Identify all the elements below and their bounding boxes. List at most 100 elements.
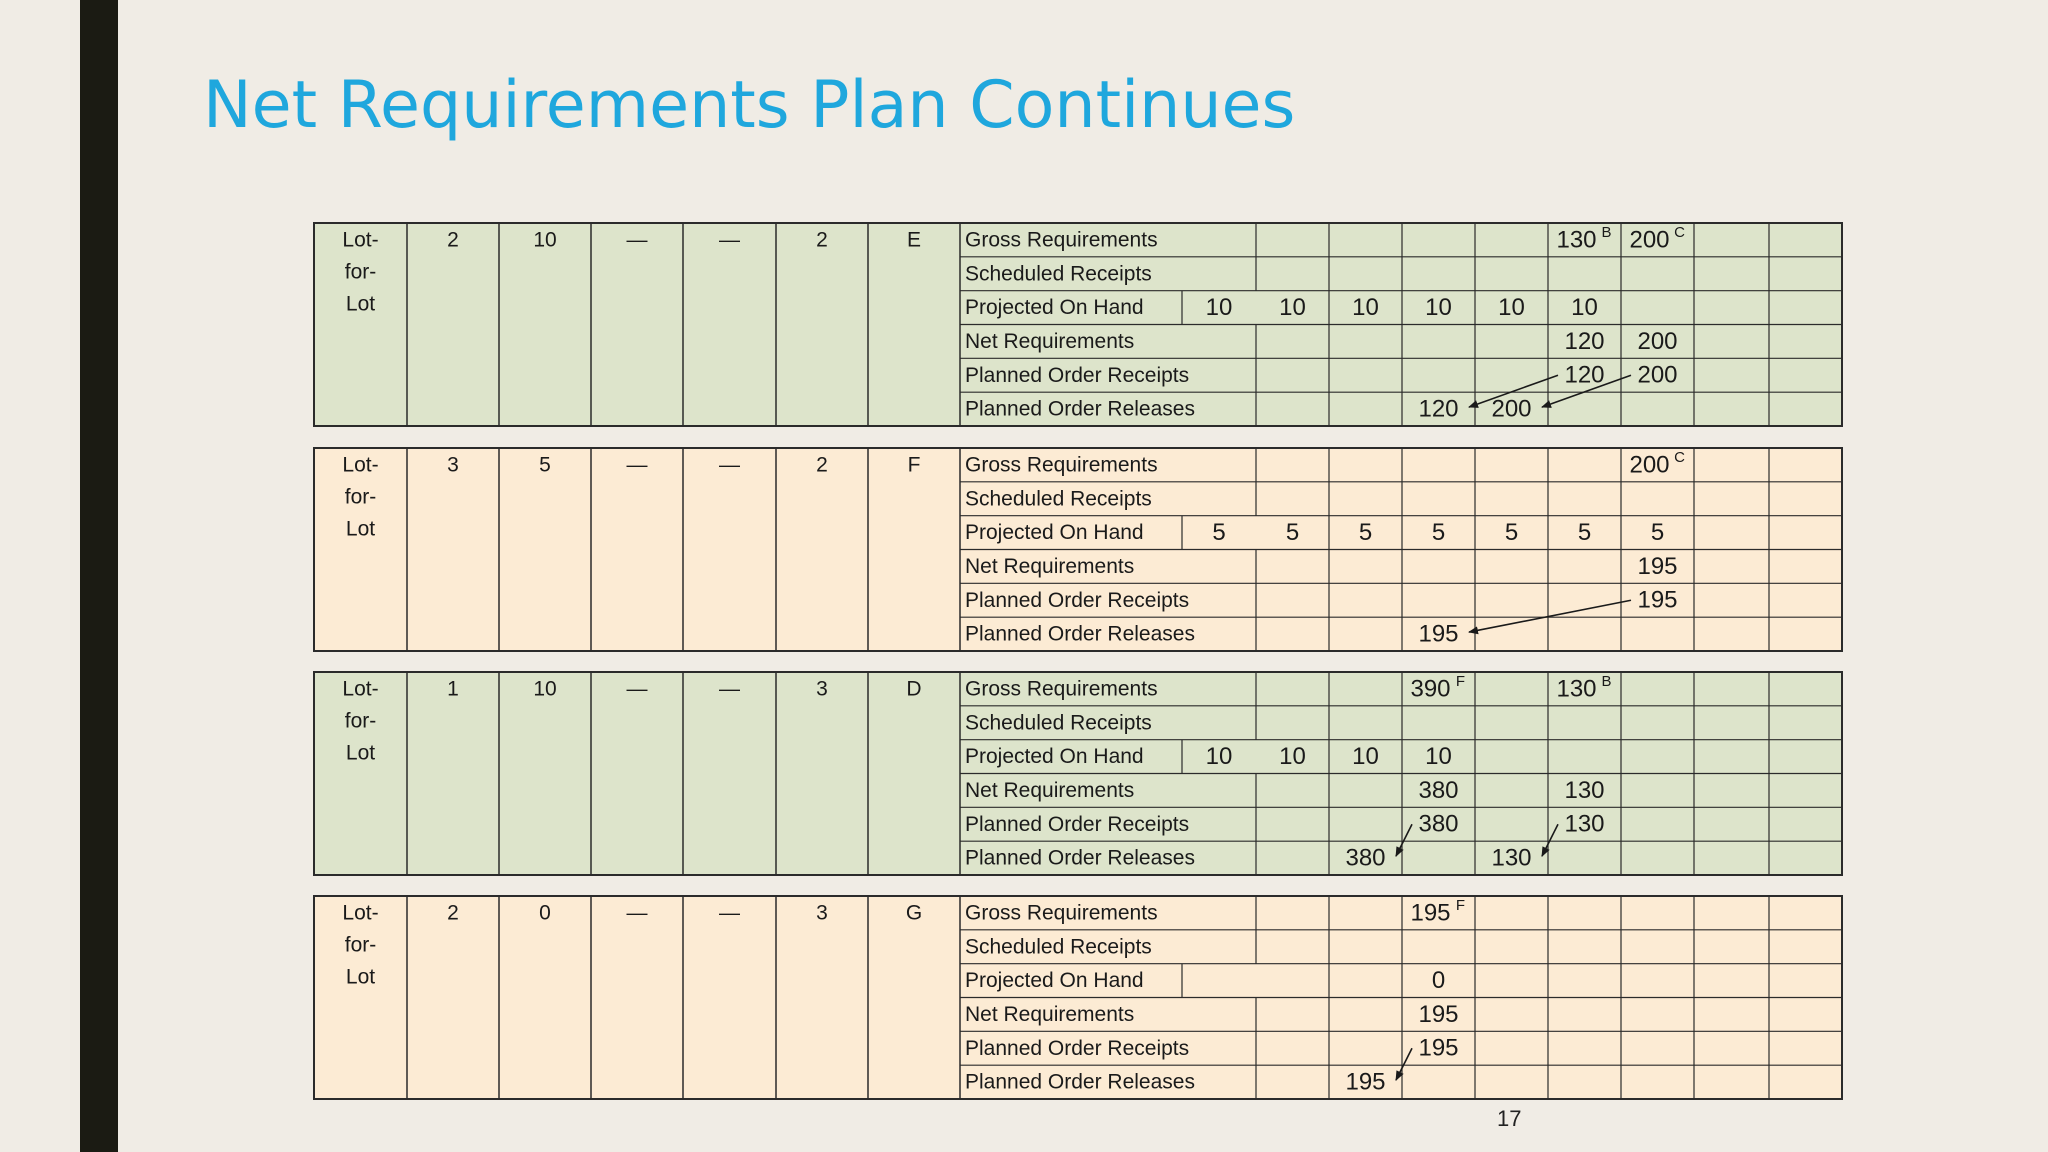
- row-label: Gross Requirements: [965, 901, 1158, 924]
- onhand-value: 10: [1425, 743, 1452, 770]
- lead-time-arrow: [1395, 823, 1413, 857]
- row-label: Scheduled Receipts: [965, 935, 1152, 958]
- lead-time-arrow: [1541, 823, 1559, 857]
- row-label: Planned Order Releases: [965, 398, 1195, 421]
- source-superscript: C: [1674, 224, 1685, 241]
- lot-size-label: Lot-: [342, 454, 378, 477]
- onhand-value: 5: [1359, 519, 1372, 546]
- row-label: Projected On Hand: [965, 521, 1144, 544]
- row-label: Gross Requirements: [965, 228, 1158, 251]
- porl-value: 380: [1345, 844, 1385, 871]
- plan-param-value: —: [627, 678, 648, 701]
- plan-param-value: —: [627, 902, 648, 925]
- row-label: Scheduled Receipts: [965, 487, 1152, 510]
- lot-size-label: for-: [345, 710, 377, 733]
- lot-size-label: Lot: [346, 518, 375, 541]
- lot-size-label: Lot-: [342, 229, 378, 252]
- source-superscript: C: [1674, 449, 1685, 466]
- onhand-value: 10: [1571, 294, 1598, 321]
- plan-param-value: 2: [447, 229, 459, 252]
- plan-param-value: —: [719, 902, 740, 925]
- plan-param-value: —: [627, 229, 648, 252]
- plan-param-value: 0: [539, 902, 551, 925]
- row-label: Projected On Hand: [965, 296, 1144, 319]
- net-value: 195: [1418, 1001, 1458, 1028]
- plan-param-value: 3: [816, 678, 828, 701]
- plan-param-value: 2: [816, 454, 828, 477]
- row-label: Scheduled Receipts: [965, 262, 1152, 285]
- por-value: 195: [1637, 587, 1677, 614]
- onhand-value: 10: [1352, 294, 1379, 321]
- porl-value: 130: [1491, 844, 1531, 871]
- net-value: 120: [1564, 328, 1604, 355]
- plan-param-value: 3: [447, 454, 459, 477]
- porl-value: 195: [1418, 620, 1458, 647]
- row-label: Planned Order Receipts: [965, 364, 1189, 387]
- on-hand-initial: 10: [1206, 743, 1233, 770]
- onhand-value: 5: [1505, 519, 1518, 546]
- lot-size-label: Lot: [346, 966, 375, 989]
- net-value: 380: [1418, 777, 1458, 804]
- onhand-value: 5: [1651, 519, 1664, 546]
- onhand-value: 0: [1432, 967, 1445, 994]
- row-label: Net Requirements: [965, 1003, 1134, 1026]
- lead-time-arrow: [1395, 1047, 1413, 1081]
- row-label: Net Requirements: [965, 330, 1134, 353]
- plan-param-value: —: [627, 454, 648, 477]
- onhand-value: 10: [1425, 294, 1452, 321]
- gross-requirement-value: 130: [1556, 226, 1596, 253]
- row-label: Planned Order Receipts: [965, 589, 1189, 612]
- lot-size-label: for-: [345, 934, 377, 957]
- onhand-value: 10: [1352, 743, 1379, 770]
- porl-value: 195: [1345, 1068, 1385, 1095]
- net-value: 200: [1637, 328, 1677, 355]
- plan-param-value: 10: [533, 678, 556, 701]
- plan-table-D: Lot-for- Lot 1 10 — — 3 D Gross Requirements Sche…: [313, 671, 1843, 876]
- row-label: Scheduled Receipts: [965, 711, 1152, 734]
- gross-requirement-value: 130: [1556, 675, 1596, 702]
- lead-time-arrow: [1541, 374, 1632, 408]
- row-label: Net Requirements: [965, 555, 1134, 578]
- lot-size-label: for-: [345, 486, 377, 509]
- plan-param-value: —: [719, 678, 740, 701]
- lead-time-arrow: [1468, 374, 1559, 408]
- gross-requirement-value: 200: [1629, 451, 1669, 478]
- plan-param-value: G: [906, 902, 922, 925]
- plan-param-value: 2: [816, 229, 828, 252]
- onhand-value: 10: [1279, 743, 1306, 770]
- onhand-value: 10: [1279, 294, 1306, 321]
- plan-param-value: E: [907, 229, 921, 252]
- net-value: 130: [1564, 777, 1604, 804]
- lot-size-label: Lot-: [342, 678, 378, 701]
- row-label: Projected On Hand: [965, 969, 1144, 992]
- lot-size-label: Lot: [346, 293, 375, 316]
- row-label: Projected On Hand: [965, 745, 1144, 768]
- onhand-value: 5: [1286, 519, 1299, 546]
- slide-accent-bar: [80, 0, 118, 1152]
- plan-param-value: 2: [447, 902, 459, 925]
- source-superscript: B: [1601, 224, 1611, 241]
- plan-param-value: 5: [539, 454, 551, 477]
- gross-requirement-value: 195: [1410, 899, 1450, 926]
- porl-value: 200: [1491, 395, 1531, 422]
- source-superscript: F: [1456, 673, 1465, 690]
- onhand-value: 5: [1432, 519, 1445, 546]
- plan-param-value: 3: [816, 902, 828, 925]
- plan-param-value: 10: [533, 229, 556, 252]
- row-label: Planned Order Releases: [965, 1071, 1195, 1094]
- plan-param-value: —: [719, 454, 740, 477]
- row-label: Net Requirements: [965, 779, 1134, 802]
- plan-param-value: 1: [447, 678, 459, 701]
- plan-table-F: Lot-for- Lot 3 5 — — 2 F Gross Requirements Sched…: [313, 447, 1843, 652]
- row-label: Planned Order Releases: [965, 847, 1195, 870]
- porl-value: 120: [1418, 395, 1458, 422]
- por-value: 130: [1564, 811, 1604, 838]
- onhand-value: 10: [1498, 294, 1525, 321]
- source-superscript: B: [1601, 673, 1611, 690]
- on-hand-initial: 5: [1212, 519, 1225, 546]
- por-value: 200: [1637, 362, 1677, 389]
- on-hand-initial: 10: [1206, 294, 1233, 321]
- lot-size-label: Lot-: [342, 902, 378, 925]
- onhand-value: 5: [1578, 519, 1591, 546]
- page-number: 17: [1497, 1106, 1522, 1131]
